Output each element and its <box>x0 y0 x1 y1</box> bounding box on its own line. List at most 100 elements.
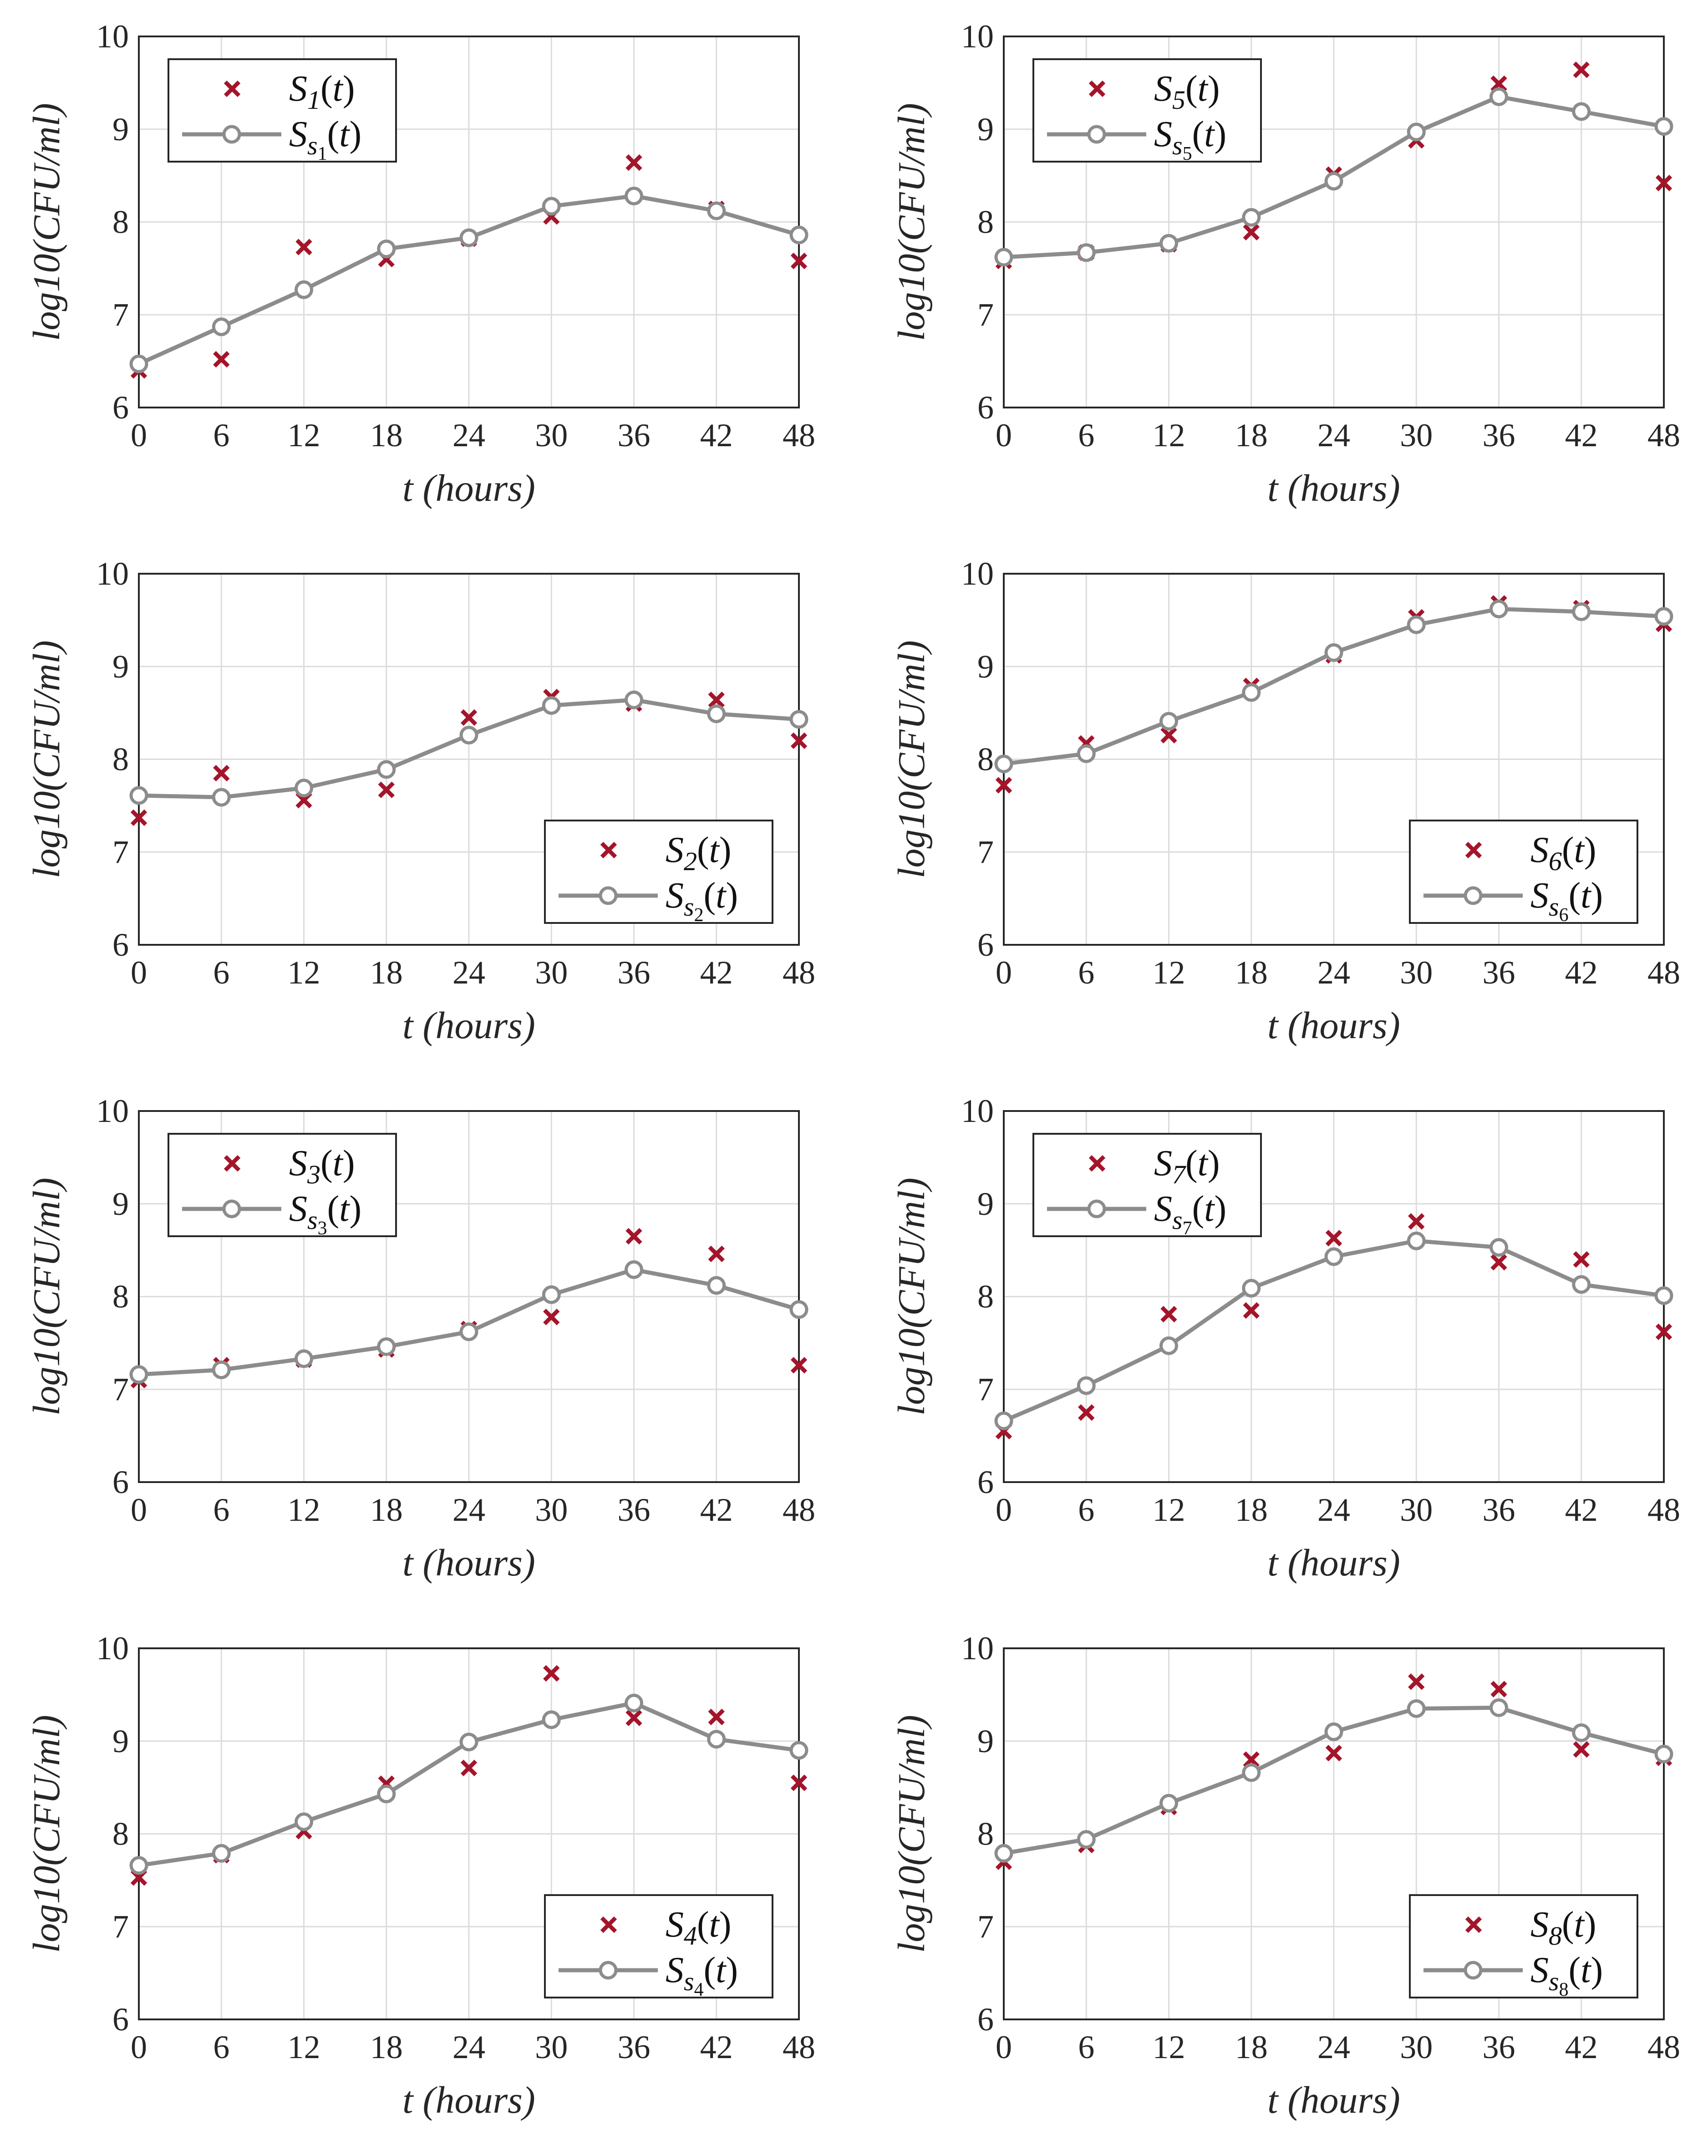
y-tick-label: 7 <box>112 1908 129 1945</box>
legend-label-subsub: 1 <box>318 143 327 164</box>
simulated-point <box>625 1260 643 1279</box>
simulated-point <box>1572 1723 1591 1742</box>
legend-box <box>1409 820 1638 924</box>
observed-point <box>1655 1323 1672 1340</box>
legend-label-close: ) <box>1584 1905 1596 1945</box>
simulated-point <box>377 760 396 779</box>
legend-simulated-marker <box>222 125 241 144</box>
x-tick-label: 0 <box>996 2029 1012 2065</box>
observed-point <box>130 809 147 826</box>
legend-label-subsub: 6 <box>1559 905 1569 926</box>
legend-box <box>544 1894 773 1998</box>
y-axis-label: log10(CFU/ml) <box>890 103 933 341</box>
simulated-point <box>459 1322 478 1341</box>
y-tick-label: 8 <box>112 204 129 240</box>
y-tick-label: 9 <box>977 111 994 148</box>
x-tick-label: 24 <box>1317 417 1350 454</box>
legend-label-arg: ( <box>697 830 709 870</box>
y-tick-label: 6 <box>977 2001 994 2038</box>
legend-label-sub: s <box>684 892 694 922</box>
legend-label: Ss2(t) <box>666 876 738 926</box>
simulated-point <box>1159 1794 1178 1813</box>
plot-frame <box>138 573 800 946</box>
simulated-point <box>1077 1830 1096 1849</box>
x-axis-label: t (hours) <box>1267 467 1400 510</box>
legend-label-arg: ( <box>320 1143 333 1183</box>
simulated-point <box>1489 1238 1508 1257</box>
legend-label: Ss7(t) <box>1154 1189 1226 1239</box>
legend-label-subsub: 5 <box>1183 143 1192 164</box>
series-simulated <box>129 1260 808 1384</box>
simulated-point <box>1242 1279 1261 1298</box>
legend-label-base: S <box>1154 1143 1172 1183</box>
simulated-point <box>1077 243 1096 262</box>
legend-box <box>1409 1894 1638 1998</box>
legend-label-close: ) <box>1591 876 1603 916</box>
legend-label-close: ) <box>726 1950 738 1990</box>
observed-point <box>378 781 395 798</box>
simulated-point <box>789 710 808 729</box>
y-tick-label: 6 <box>977 1464 994 1500</box>
simulated-point <box>1242 683 1261 702</box>
simulated-point <box>377 1337 396 1356</box>
y-tick-label: 8 <box>977 1279 994 1315</box>
observed-point <box>295 239 312 255</box>
simulated-point <box>542 696 561 715</box>
legend-label-subsub: 3 <box>318 1218 327 1239</box>
x-tick-label: 0 <box>131 417 147 454</box>
legend-box <box>1032 1133 1262 1237</box>
observed-point <box>1490 1681 1507 1697</box>
simulated-point <box>1077 1376 1096 1395</box>
simulated-point <box>625 1693 643 1713</box>
x-axis-label: t (hours) <box>1267 1004 1400 1047</box>
simulated-point <box>789 225 808 245</box>
legend-label-var: t <box>1204 1189 1215 1229</box>
legend-label-var: t <box>716 1950 727 1990</box>
legend-label-subsub: 8 <box>1559 1979 1569 2000</box>
legend-label-var: t <box>709 1905 720 1945</box>
simulated-point <box>1242 208 1261 227</box>
simulated-point <box>295 779 313 798</box>
legend-label-arg: ( <box>1192 1189 1205 1229</box>
legend-observed-marker <box>1088 80 1106 97</box>
x-tick-label: 48 <box>1647 2029 1680 2065</box>
x-tick-label: 42 <box>1565 417 1598 454</box>
simulated-point <box>129 354 148 373</box>
x-tick-label: 36 <box>618 417 651 454</box>
x-tick-label: 24 <box>1317 1492 1350 1528</box>
x-tick-label: 12 <box>288 417 320 454</box>
simulated-point <box>1159 712 1178 731</box>
y-tick-label: 10 <box>961 1630 994 1667</box>
x-tick-label: 12 <box>288 954 320 991</box>
observed-point <box>1573 61 1590 78</box>
simulated-point <box>1159 234 1178 253</box>
legend-label-base: S <box>666 1905 684 1945</box>
x-tick-label: 48 <box>783 417 815 454</box>
simulated-point <box>295 1349 313 1368</box>
legend-label-close: ) <box>349 114 361 154</box>
x-tick-label: 18 <box>1235 1492 1268 1528</box>
x-tick-label: 24 <box>452 1492 485 1528</box>
y-axis-label: log10(CFU/ml) <box>25 1177 68 1416</box>
legend-observed-marker <box>600 841 617 859</box>
legend-label-arg: ( <box>320 69 333 109</box>
observed-point <box>1243 224 1260 241</box>
legend-label-arg: ( <box>1562 1905 1574 1945</box>
series-simulated <box>994 599 1673 774</box>
simulated-point <box>459 726 478 745</box>
simulated-point <box>707 704 726 724</box>
legend: S6(t)Ss6(t) <box>1409 820 1638 926</box>
legend: S2(t)Ss2(t) <box>544 820 773 926</box>
legend-label: Ss5(t) <box>1154 114 1226 164</box>
observed-point <box>708 691 725 708</box>
legend-label-close: ) <box>719 830 732 870</box>
simulated-point <box>1407 615 1426 634</box>
x-tick-label: 18 <box>1235 954 1268 991</box>
y-tick-label: 8 <box>977 204 994 240</box>
x-tick-label: 30 <box>1400 417 1433 454</box>
observed-point <box>1325 1745 1342 1762</box>
legend-label-sub: 5 <box>1172 85 1185 115</box>
observed-point <box>1243 1751 1260 1768</box>
simulated-point <box>1242 1763 1261 1782</box>
